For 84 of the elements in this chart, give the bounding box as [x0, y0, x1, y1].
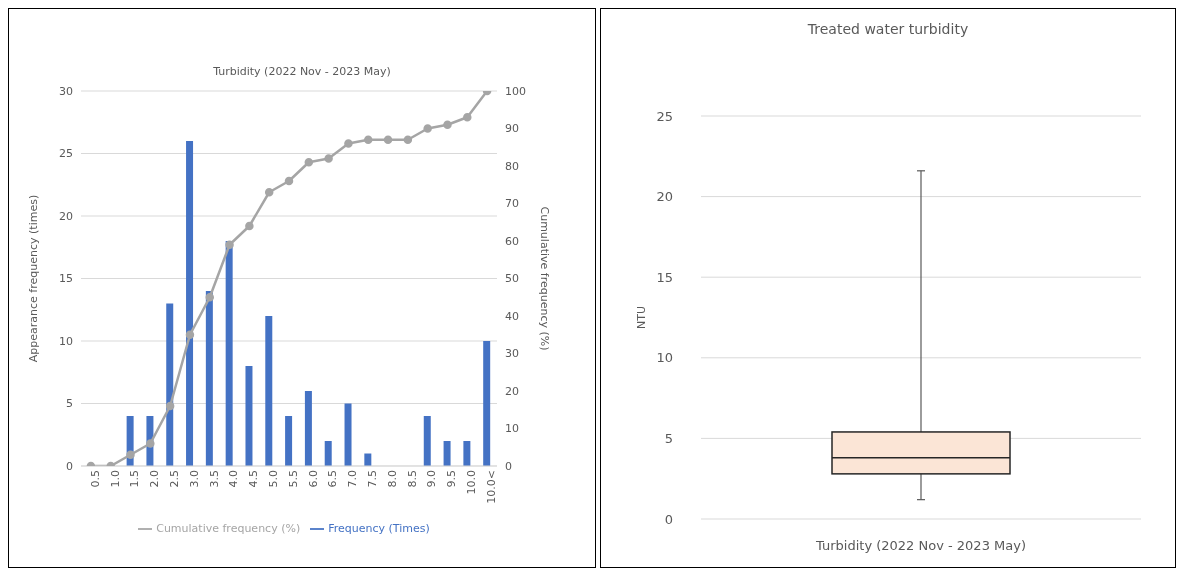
point — [185, 330, 195, 339]
y-tick-label: 20 — [656, 189, 673, 205]
y-tick-label: 0 — [66, 459, 73, 473]
x-tick-label: 3.5 — [207, 470, 221, 488]
bar — [166, 303, 174, 466]
point — [463, 113, 472, 122]
y2-tick-label: 60 — [505, 234, 519, 248]
bar — [205, 291, 213, 466]
point — [324, 154, 333, 163]
x-tick-label: 9.0 — [425, 470, 439, 488]
x-tick-label: 1.0 — [108, 470, 122, 488]
x-tick-label: 5.5 — [286, 470, 300, 488]
bar — [186, 141, 194, 466]
bar — [285, 416, 293, 466]
y2-tick-label: 70 — [505, 197, 519, 211]
y-tick-label: 5 — [664, 431, 673, 447]
x-tick-label: 10.0 — [465, 470, 479, 495]
bar — [324, 441, 332, 466]
point — [383, 135, 393, 144]
chart-title: Turbidity (2022 Nov - 2023 May) — [212, 65, 392, 78]
y-tick-label: 10 — [656, 350, 673, 366]
y-tick-label: 20 — [59, 209, 73, 223]
x-tick-label: 4.5 — [247, 470, 261, 488]
bar — [344, 403, 352, 466]
point — [344, 139, 353, 148]
y-tick-label: 25 — [59, 147, 73, 161]
point — [304, 158, 314, 167]
point — [126, 450, 135, 459]
point — [423, 124, 432, 133]
y2-tick-label: 10 — [505, 422, 519, 436]
x-tick-label: 2.0 — [148, 470, 162, 488]
x-tick-label: 8.5 — [405, 470, 419, 488]
point — [165, 401, 175, 411]
y-axis-title: Appearance frequency (times) — [26, 194, 40, 363]
x-tick-label: 0.5 — [88, 470, 102, 488]
x-tick-label: 5.0 — [267, 470, 280, 488]
y2-tick-label: 0 — [505, 459, 512, 473]
x-tick-label: 7.5 — [366, 470, 380, 488]
y2-tick-label: 30 — [505, 347, 519, 361]
legend-label: Cumulative frequency (%) — [156, 522, 301, 535]
bar — [304, 391, 312, 466]
y-tick-label: 5 — [66, 397, 73, 411]
bar — [483, 341, 491, 466]
y2-tick-label: 100 — [505, 84, 526, 98]
y-tick-label: 25 — [656, 108, 673, 124]
bar — [225, 241, 233, 466]
y-tick-label: 0 — [664, 511, 673, 527]
y2-tick-label: 90 — [505, 122, 519, 136]
x-tick-label: 4.0 — [227, 470, 241, 488]
y2-tick-label: 40 — [505, 309, 519, 323]
point — [403, 135, 413, 144]
x-tick-label: 6.0 — [306, 470, 320, 488]
bar — [265, 316, 273, 466]
x-tick-label: 2.5 — [167, 470, 181, 488]
point — [363, 135, 373, 144]
y2-tick-label: 20 — [505, 384, 519, 398]
bar — [245, 366, 253, 466]
x-tick-label: 3.0 — [187, 470, 201, 488]
point — [205, 293, 215, 302]
chart-title: Treated water turbidity — [806, 21, 970, 37]
y-tick-label: 15 — [59, 272, 73, 286]
y-tick-label: 15 — [656, 269, 673, 285]
legend-label: Frequency (Times) — [328, 522, 430, 535]
point — [225, 240, 234, 249]
bar — [423, 416, 431, 466]
point — [443, 120, 452, 129]
y-axis-title: NTU — [634, 306, 648, 329]
y-tick-label: 30 — [59, 84, 73, 98]
y2-tick-label: 50 — [505, 272, 519, 286]
point — [146, 439, 155, 448]
x-tick-label: 1.5 — [128, 470, 142, 488]
y2-axis-title: Cumulative frequency (%) — [538, 206, 552, 351]
y2-tick-label: 80 — [505, 159, 519, 173]
point — [284, 176, 294, 186]
x-tick-label: 6.5 — [326, 470, 340, 488]
x-tick-label: 7.0 — [346, 470, 360, 488]
point — [264, 188, 274, 197]
x-tick-label: 10.0< — [484, 470, 498, 504]
x-tick-label: 9.5 — [445, 470, 459, 488]
y-tick-label: 10 — [59, 334, 73, 348]
point — [245, 221, 254, 231]
x-tick-label: 8.0 — [385, 470, 399, 488]
bar — [463, 441, 471, 466]
bar — [443, 441, 451, 466]
